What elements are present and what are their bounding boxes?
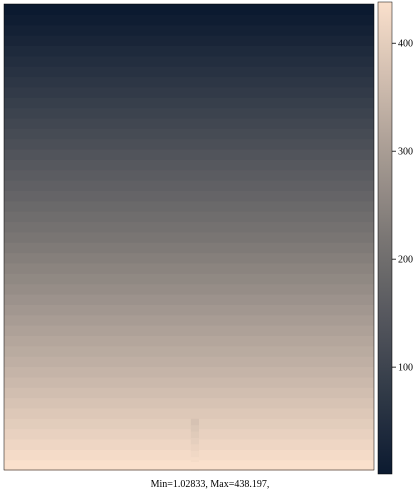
heatmap-cell [4,345,374,357]
heatmap-cell [4,376,374,388]
heatmap-cell [4,200,374,212]
heatmap-cell [4,117,374,129]
hot-column-peak [190,462,199,470]
heatmap-cell [4,407,374,419]
heatmap-cell [4,242,374,254]
heatmap-cell [4,35,374,47]
heatmap-cell [4,438,374,450]
heatmap-cell [4,4,374,15]
heatmap-cell [4,55,374,67]
heatmap-cell [4,262,374,274]
colorbar [377,1,393,475]
heatmap-cell [4,304,374,316]
heatmap-cell [4,169,374,181]
hot-column-cell [190,457,199,465]
heatmap-cell [4,418,374,430]
heatmap-cell [4,221,374,233]
heatmap-cell [4,97,374,109]
heatmap-cell [4,387,374,399]
hot-column-cell [190,450,199,458]
colorbar-tick-label: 300 [398,147,413,158]
heatmap-cell [4,190,374,202]
heatmap-cell [4,138,374,150]
colorbar-ticks: 100 200 300 400 [392,39,413,374]
hot-column-cell [190,431,199,439]
heatmap-cells [4,4,374,471]
heatmap-cell [4,128,374,140]
heatmap-cell [4,449,374,461]
heatmap-cell [4,159,374,171]
heatmap-cell [4,293,374,305]
heatmap-cell [4,86,374,98]
hot-column-cell [190,444,199,452]
heatmap-cell [4,252,374,264]
hot-column-cell [190,437,199,445]
hot-column-cell [190,418,199,426]
heatmap-cell [4,366,374,378]
heatmap-cell [4,335,374,347]
heatmap-cell [4,325,374,336]
heatmap-cell [4,356,374,368]
heatmap-cell [4,45,374,57]
heatmap-cell [4,283,374,295]
heatmap-cell [4,76,374,88]
heatmap-cell [4,459,374,471]
heatmap-cell [4,24,374,36]
heatmap-cell [4,397,374,409]
colorbar-tick-label: 100 [398,363,413,374]
plot-frame [3,3,375,471]
heatmap-cell [4,211,374,223]
hot-column-cell [190,425,199,433]
heatmap-cell [4,180,374,191]
heatmap-cell [4,428,374,440]
hot-column [190,418,199,471]
heatmap-cell [4,314,374,326]
heatmap-cell [4,231,374,243]
colorbar-tick-label: 400 [398,39,413,50]
heatmap-cell [4,14,374,26]
min-max-caption: Min=1.02833, Max=438.197, [150,479,270,490]
heatmap-cell [4,148,374,160]
colorbar-tick-label: 200 [398,255,413,266]
heatmap-cell [4,273,374,285]
heatmap-cell [4,66,374,78]
heatmap-cell [4,107,374,119]
